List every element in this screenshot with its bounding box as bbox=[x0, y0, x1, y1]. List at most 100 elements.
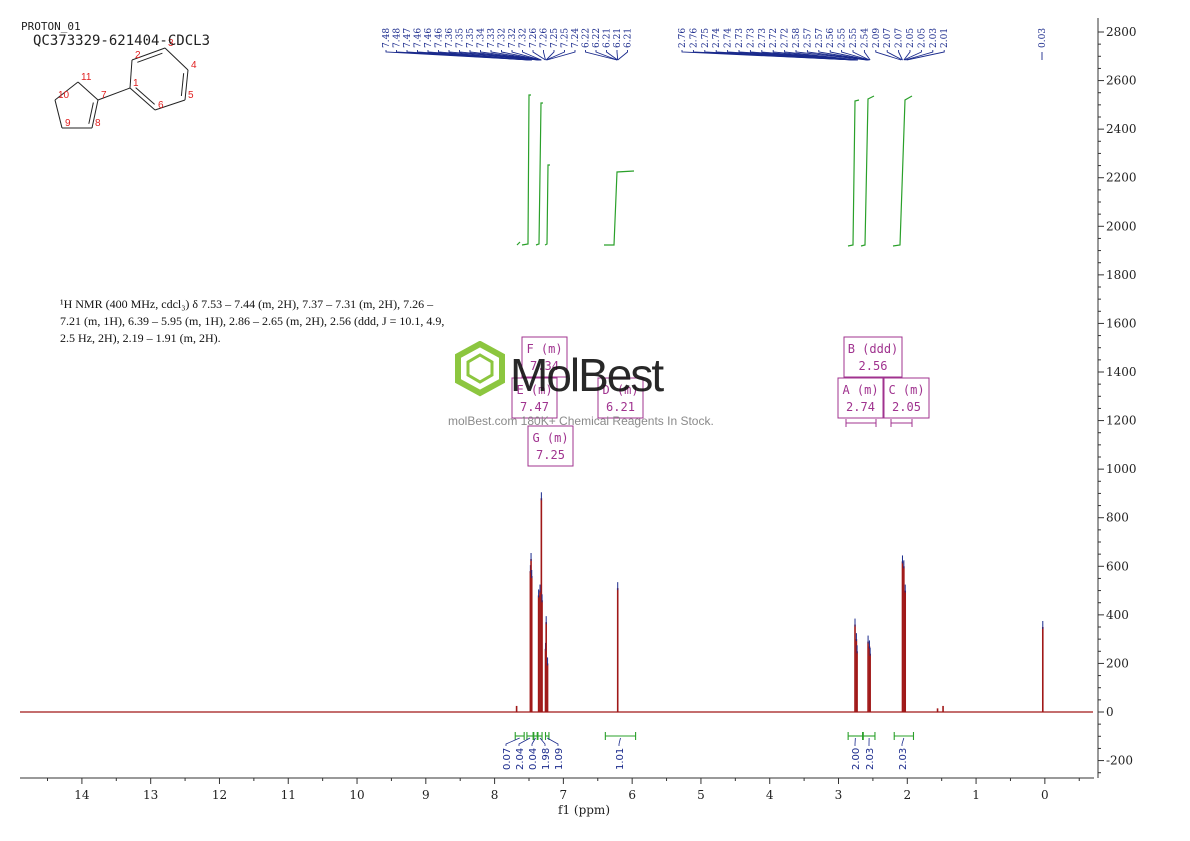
atom-label: 9 bbox=[65, 118, 71, 129]
multiplet-label: F (m) bbox=[526, 342, 562, 356]
peak-label: 0.03 bbox=[1038, 28, 1048, 48]
multiplet-value: 7.47 bbox=[520, 400, 549, 414]
peak-label: 7.26 bbox=[529, 28, 539, 48]
integral-value: 2.03 bbox=[898, 748, 909, 770]
peak-label: 6.21 bbox=[603, 28, 613, 48]
logo-wordmark: MolBest bbox=[510, 349, 664, 401]
peak-label: 7.46 bbox=[435, 28, 445, 48]
peak-label: 7.25 bbox=[550, 28, 560, 48]
x-tick-label: 12 bbox=[212, 788, 227, 802]
spectrum-trace bbox=[20, 492, 1093, 713]
atom-label: 8 bbox=[95, 118, 101, 129]
integral-curve bbox=[604, 170, 635, 246]
y-tick-label: 800 bbox=[1106, 511, 1129, 525]
x-tick-label: 1 bbox=[972, 788, 980, 802]
integral-curve bbox=[544, 164, 550, 246]
multiplet-value: 2.05 bbox=[892, 400, 921, 414]
peak-label: 2.57 bbox=[803, 28, 813, 48]
peak-leader-line bbox=[806, 50, 869, 61]
atom-label: 10 bbox=[58, 90, 70, 101]
x-axis-label: f1 (ppm) bbox=[558, 803, 610, 817]
bond-line bbox=[54, 81, 79, 101]
peak-labels: 7.48 7.48 7.47 7.46 7.46 7.46 7.36 7.35 7.35 7.34… bbox=[382, 28, 1048, 61]
integral-labels: 0.07 2.04 0.04 1.98 1.09 1.01 2.00 2.03 2.03 bbox=[502, 419, 915, 770]
y-tick-label: 200 bbox=[1106, 656, 1129, 670]
atom-label: 2 bbox=[135, 50, 141, 61]
bond-line bbox=[129, 59, 133, 89]
y-tick-label: 1400 bbox=[1106, 365, 1137, 379]
peak-label: 6.21 bbox=[613, 28, 623, 48]
integral-value: 2.04 bbox=[515, 748, 526, 770]
integral-leader-line bbox=[531, 737, 536, 746]
integral-curve bbox=[892, 95, 913, 247]
peak-label: 7.46 bbox=[414, 28, 424, 48]
x-tick-label: 3 bbox=[835, 788, 843, 802]
peak-label: 2.56 bbox=[826, 28, 836, 48]
integral-value: 2.03 bbox=[865, 748, 876, 770]
y-tick-label: 1600 bbox=[1106, 316, 1137, 330]
x-tick-label: 14 bbox=[74, 788, 90, 802]
multiplet-label: E (m) bbox=[516, 383, 552, 397]
multiplet-label: A (m) bbox=[842, 383, 878, 397]
bond-line bbox=[97, 87, 131, 101]
peak-label: 2.73 bbox=[758, 28, 768, 48]
peak-leader-line bbox=[585, 50, 618, 61]
peak-label: 7.32 bbox=[498, 28, 508, 48]
x-tick-label: 11 bbox=[281, 788, 296, 802]
peak-leader-line bbox=[546, 50, 565, 61]
double-bond-line bbox=[88, 102, 94, 124]
peak-label: 2.72 bbox=[769, 28, 779, 48]
integral-curve bbox=[516, 241, 521, 246]
integral-curve bbox=[535, 102, 543, 246]
nmr-description: ¹H NMR (400 MHz, cdcl₃) δ 7.53 – 7.44 (m… bbox=[60, 296, 480, 347]
y-tick-label: 400 bbox=[1106, 608, 1129, 622]
peak-label: 2.73 bbox=[735, 28, 745, 48]
peak-leader-line bbox=[595, 50, 618, 61]
peak-leader-line bbox=[852, 50, 870, 61]
peak-leader-line bbox=[545, 50, 555, 61]
peak-label: 2.07 bbox=[895, 28, 905, 48]
peak-label: 7.48 bbox=[393, 28, 403, 48]
peak-leader-line bbox=[906, 50, 945, 61]
peak-leader-line bbox=[795, 50, 868, 61]
bond-line bbox=[154, 99, 186, 111]
axes: 14 13 12 11 10 9 8 7 6 5 4 3 2 1 0f1 (ppm)-20002004006… bbox=[20, 18, 1137, 817]
peak-leader-line bbox=[829, 50, 869, 61]
y-tick-label: 2600 bbox=[1106, 74, 1137, 88]
y-tick-label: 0 bbox=[1106, 705, 1114, 719]
x-tick-label: 2 bbox=[903, 788, 911, 802]
nmr-description-line: 2.5 Hz, 2H), 2.19 – 1.91 (m, 2H). bbox=[60, 331, 221, 345]
peak-leader-line bbox=[438, 50, 532, 61]
peak-label: 7.32 bbox=[519, 28, 529, 48]
bond-line bbox=[77, 81, 99, 101]
multiplet-box bbox=[511, 377, 558, 419]
multiplet-value: 7.34 bbox=[530, 359, 559, 373]
atom-label: 11 bbox=[81, 72, 92, 83]
y-tick-label: 1800 bbox=[1106, 268, 1137, 282]
double-bond-line bbox=[135, 87, 155, 105]
peak-leader-line bbox=[522, 50, 542, 61]
integral-value: 2.00 bbox=[851, 748, 862, 770]
peak-label: 2.76 bbox=[689, 28, 699, 48]
integral-value: 1.01 bbox=[615, 748, 626, 770]
x-tick-label: 13 bbox=[143, 788, 158, 802]
peak-label: 2.01 bbox=[940, 28, 950, 48]
peak-leader-line bbox=[501, 50, 542, 61]
integral-leader-line bbox=[618, 737, 621, 746]
peak-label: 6.22 bbox=[582, 28, 592, 48]
sample-name: PROTON_01 bbox=[21, 20, 81, 33]
peak-label: 2.55 bbox=[849, 28, 859, 48]
atom-label: 6 bbox=[158, 100, 164, 111]
integral-curve bbox=[521, 94, 531, 246]
peak-label: 6.21 bbox=[624, 28, 634, 48]
molbest-logo: MolBest bbox=[455, 341, 666, 401]
peak-label: 7.35 bbox=[466, 28, 476, 48]
peak-label: 2.75 bbox=[701, 28, 711, 48]
bond-line bbox=[131, 47, 166, 61]
peak-label: 7.24 bbox=[571, 28, 581, 48]
atom-label: 4 bbox=[191, 60, 197, 71]
peak-label: 7.33 bbox=[487, 28, 497, 48]
peak-leader-line bbox=[546, 50, 576, 61]
peak-leader-line bbox=[490, 50, 541, 61]
